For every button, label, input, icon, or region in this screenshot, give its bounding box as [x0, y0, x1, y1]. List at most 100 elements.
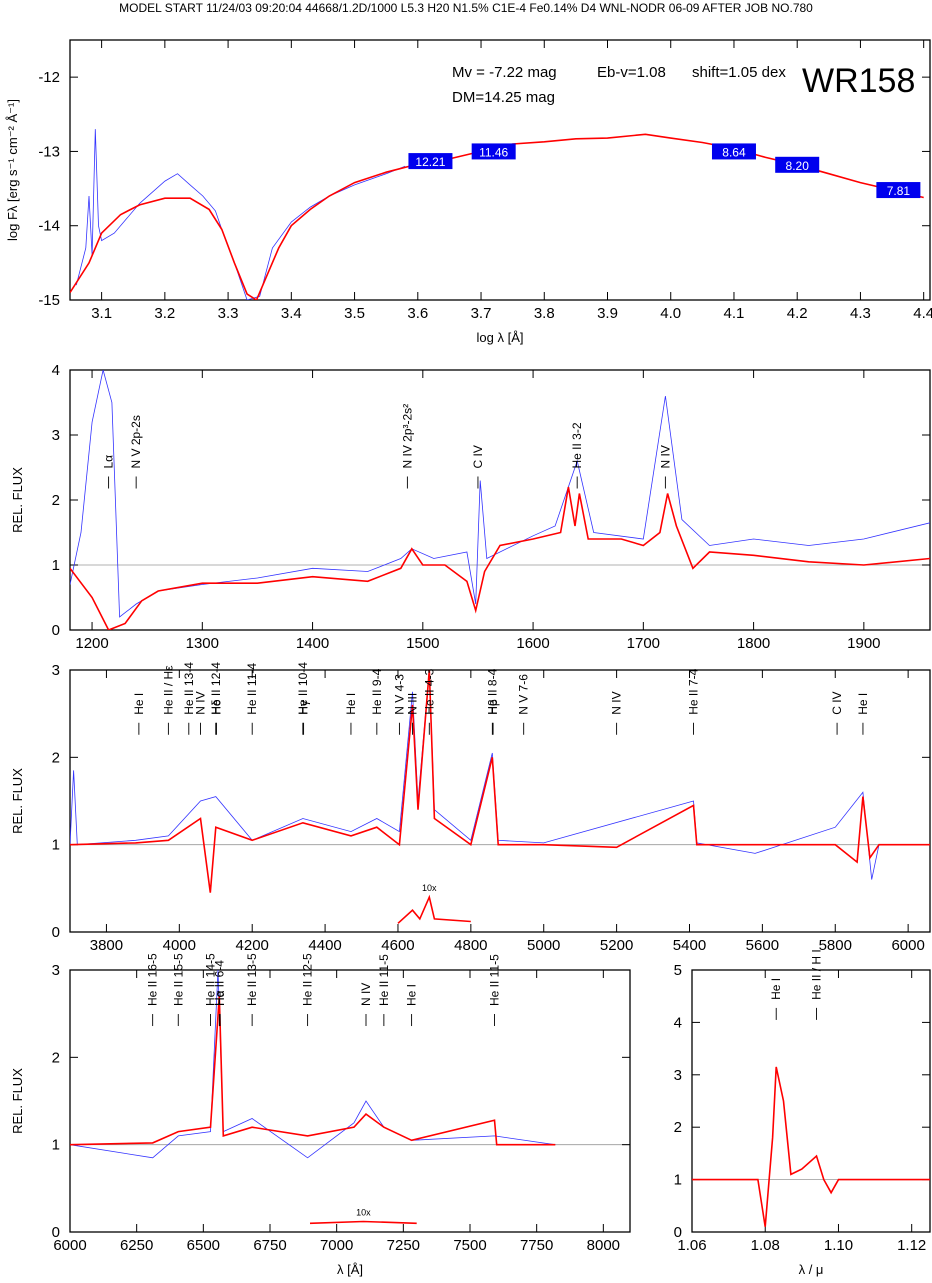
line-identification-label: He II 8-4	[485, 668, 499, 714]
y-tick-label: 5	[674, 962, 682, 979]
line-identification-label: N V 7-6	[517, 674, 531, 715]
x-tick-label: 5200	[600, 937, 633, 954]
y-tick-label: 1	[52, 1137, 60, 1154]
y-axis-label: log Fλ [erg s⁻¹ cm⁻² Å⁻¹]	[5, 99, 20, 241]
line-identification-label: He II 3-2	[570, 422, 584, 468]
x-tick-label: 4.4	[913, 305, 932, 322]
x-tick-label: 6250	[120, 1237, 153, 1254]
y-tick-label: 2	[52, 492, 60, 509]
photometry-box	[711, 143, 756, 160]
y-tick-label: 1	[52, 557, 60, 574]
line-identification-label: Hβ	[486, 699, 500, 715]
mv-annotation: Mv = -7.22 mag	[452, 64, 557, 81]
x-tick-label: 1.08	[751, 1237, 780, 1254]
y-tick-label: 3	[52, 662, 60, 679]
plot-frame	[691, 969, 931, 1233]
photometry-box	[876, 182, 921, 199]
line-identification-label: Hα	[213, 990, 227, 1006]
x-tick-label: 3.3	[218, 305, 239, 322]
photometry-magnitude: 8.20	[786, 159, 810, 173]
line-identification-label: He II 4-3	[422, 668, 436, 714]
line-identification-label: He I	[405, 984, 419, 1006]
star-name: WR158	[802, 62, 915, 100]
line-identification-label: N IV	[193, 691, 207, 714]
x-tick-label: 5800	[819, 937, 852, 954]
line-identification-label: He I	[856, 693, 870, 715]
x-tick-label: 3.8	[534, 305, 555, 322]
line-identification-label: N IV	[658, 445, 672, 468]
line-identification-label: C IV	[471, 445, 485, 468]
line-identification-label: He II 15-5	[171, 953, 185, 1006]
x-tick-label: 1.10	[824, 1237, 853, 1254]
line-identification-label: He II 7-4	[687, 668, 701, 714]
sed-panel: 3.1 3.2 3.3 3.4 3.5 3.6 3.7 3.8 3.9 4.0 4.1 4.2 4.3 4…	[5, 39, 932, 345]
y-tick-label: -12	[38, 69, 60, 86]
x-tick-label: 1.06	[677, 1237, 706, 1254]
x-tick-label: 3.7	[471, 305, 492, 322]
photometry-box	[408, 153, 453, 170]
x-tick-label: 5600	[746, 937, 779, 954]
line-identification-label: N V 4-3	[392, 674, 406, 715]
line-identification-label: N V 2p-2s	[129, 415, 143, 468]
x-tick-label: 1500	[406, 635, 439, 652]
y-tick-label: -15	[38, 292, 60, 309]
y-tick-label: 4	[52, 362, 60, 379]
model-spectrum	[70, 996, 556, 1146]
line-identification-label: He II 16-5	[146, 953, 160, 1006]
y-tick-label: -14	[38, 218, 60, 235]
photometry-magnitude: 12.21	[415, 155, 445, 169]
y-axis-label: REL. FLUX	[10, 467, 25, 533]
line-identification-label: He II 11-5	[488, 954, 502, 1006]
line-identification-label: He II / Hε	[161, 665, 175, 715]
y-tick-label: 0	[674, 1224, 682, 1241]
x-tick-label: 1.12	[897, 1237, 926, 1254]
x-tick-label: 3.6	[407, 305, 428, 322]
line-identification-label: N IV 2p³-2s²	[400, 404, 414, 469]
inset-10x-spectrum	[309, 1220, 417, 1225]
x-tick-label: 1900	[847, 635, 880, 652]
x-tick-label: 7250	[387, 1237, 420, 1254]
y-axis-label: REL. FLUX	[10, 768, 25, 834]
y-tick-label: 2	[52, 749, 60, 766]
x-tick-label: 7000	[320, 1237, 353, 1254]
model-spectrum	[70, 670, 930, 893]
line-identification-label: He I	[769, 978, 783, 1000]
line-identification-label: N III	[406, 693, 420, 715]
x-tick-label: 4.0	[660, 305, 681, 322]
uv-spectrum-panel: 1200 1300 1400 1500 1600 1700 1800 1900 0 1 2 3 4 REL…	[10, 362, 931, 652]
x-tick-label: 1400	[296, 635, 329, 652]
line-identification-label: He I	[344, 693, 358, 715]
x-tick-label: 5000	[527, 937, 560, 954]
line-identification-label: He II 13-5	[245, 953, 259, 1006]
plot-frame	[69, 369, 931, 631]
photometry-magnitude: 8.64	[722, 145, 746, 159]
infrared-spectrum-panel: 1.06 1.08 1.10 1.12 0 1 2 3 4 5 λ / μ He I He II / H…	[674, 949, 931, 1277]
plot-frame	[69, 669, 931, 933]
line-identification-label: N IV	[610, 691, 624, 714]
x-tick-label: 8000	[587, 1237, 620, 1254]
line-identification-label: C IV	[830, 691, 844, 714]
line-identification-label: Lα	[102, 455, 116, 469]
x-tick-label: 6000	[53, 1237, 86, 1254]
shift-annotation: shift=1.05 dex	[692, 64, 786, 81]
model-spectrum	[70, 486, 930, 630]
plot-frame	[69, 39, 931, 301]
y-tick-label: -13	[38, 143, 60, 160]
y-tick-label: 4	[674, 1014, 682, 1031]
x-axis-label: log λ [Å]	[477, 330, 524, 345]
y-tick-label: 1	[674, 1172, 682, 1189]
x-tick-label: 3.9	[597, 305, 618, 322]
x-tick-label: 3.2	[154, 305, 175, 322]
line-identification-label: He II 11-5	[377, 954, 391, 1006]
x-tick-label: 6000	[891, 937, 924, 954]
x-tick-label: 3800	[90, 937, 123, 954]
line-identification-label: He I	[132, 693, 146, 715]
x-tick-label: 3.1	[91, 305, 112, 322]
x-tick-label: 1600	[516, 635, 549, 652]
x-tick-label: 4800	[454, 937, 487, 954]
line-identification-label: He II 12-5	[301, 953, 315, 1006]
y-tick-label: 3	[52, 962, 60, 979]
y-tick-label: 1	[52, 837, 60, 854]
line-identification-label: He II 12-4	[209, 662, 223, 715]
